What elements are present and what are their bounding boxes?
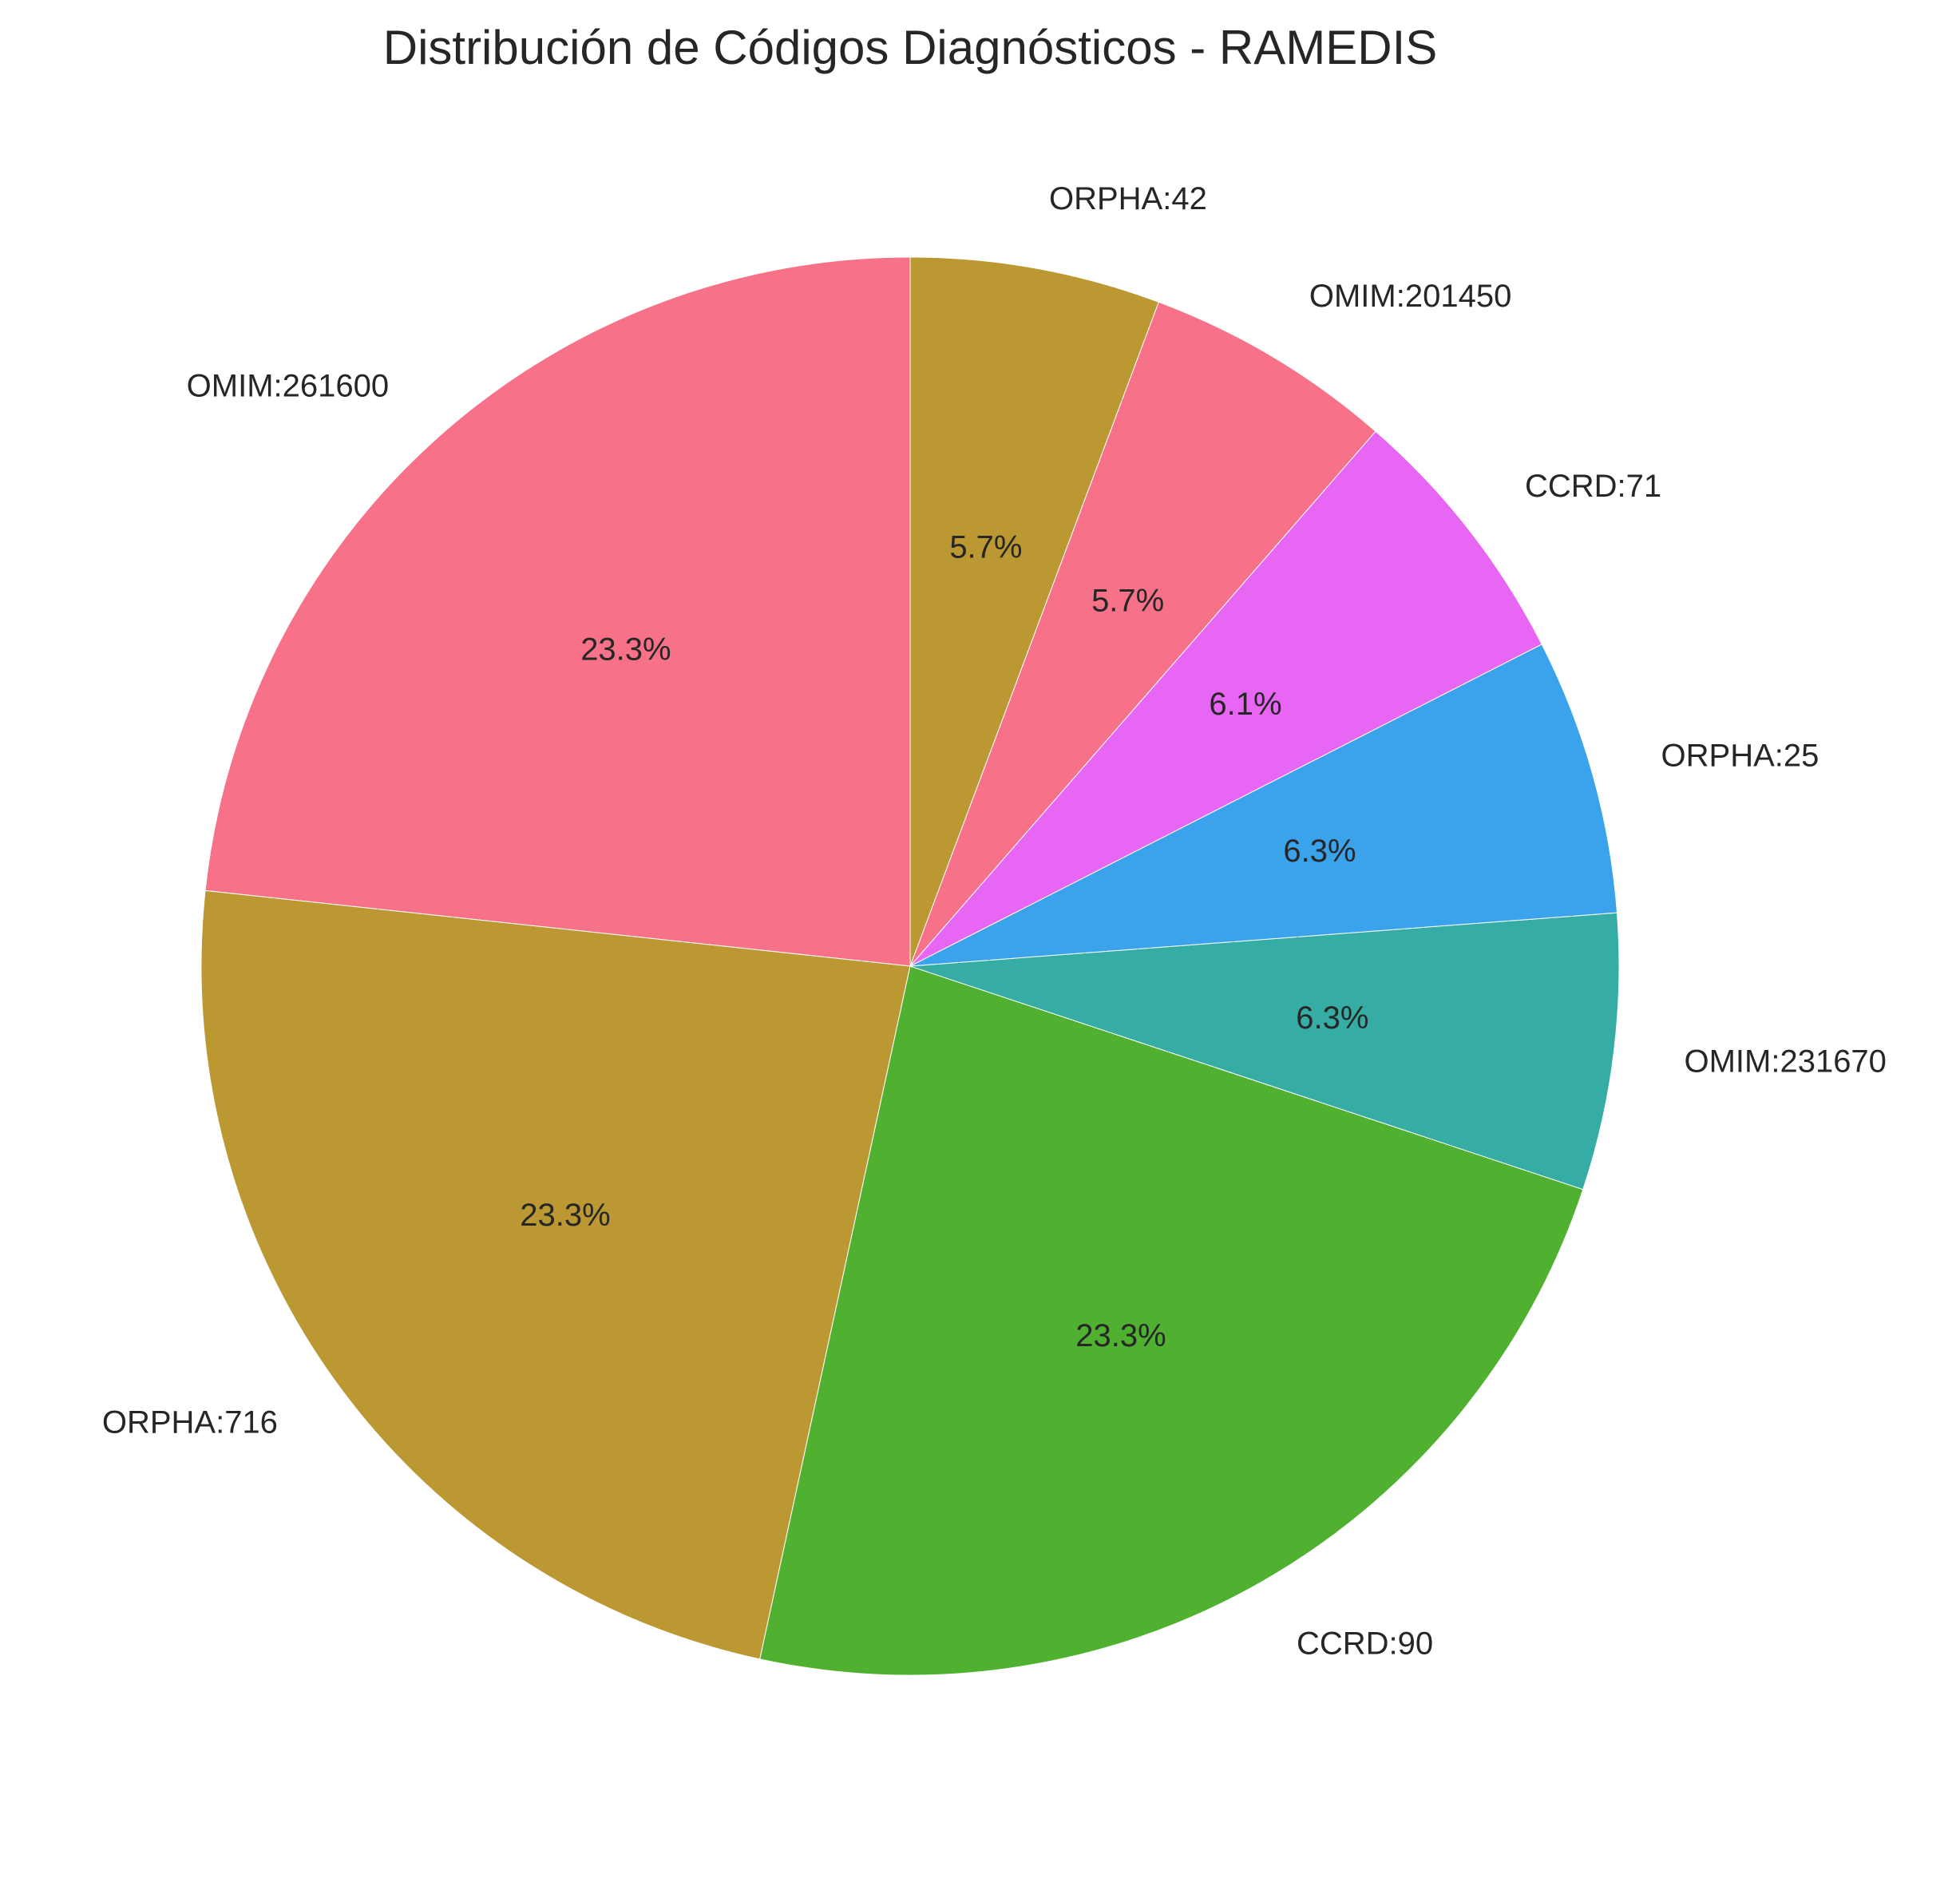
pie-slice-orpha-42 [909, 256, 1159, 967]
pie-slice-omim-201450 [909, 301, 1376, 967]
pie-slice-ccrd-71 [909, 430, 1542, 967]
pie-label-omim-201450: OMIM:201450 [1309, 279, 1511, 314]
pie-label-orpha-25: ORPHA:25 [1661, 738, 1819, 773]
pie-slices [200, 256, 1620, 1676]
pie-label-omim-261600: OMIM:261600 [187, 368, 389, 403]
pie-label-orpha-716: ORPHA:716 [102, 1405, 278, 1440]
pie-category-labels: OMIM:261600 ORPHA:716 CCRD:90 OMIM:231670 OR… [102, 181, 1887, 1662]
pie-pct-label-omim-201450: 5.7% [1091, 583, 1164, 618]
pie-pct-label-orpha-716: 23.3% [520, 1198, 610, 1233]
pie-slice-omim-261600 [204, 256, 911, 967]
pie-label-ccrd-71: CCRD:71 [1525, 469, 1661, 504]
chart-title: Distribución de Códigos Diagnósticos - R… [383, 21, 1438, 74]
pie-percentage-labels: 23.3% 23.3% 23.3% 6.3% 6.3% 6.1% 5.7% 5.7% [520, 530, 1368, 1353]
pie-slice-orpha-25 [909, 644, 1618, 967]
pie-pct-label-ccrd-71: 6.1% [1209, 687, 1281, 722]
pie-pct-label-orpha-25: 6.3% [1283, 834, 1356, 869]
pie-label-ccrd-90: CCRD:90 [1297, 1626, 1433, 1661]
pie-slice-ccrd-90 [759, 965, 1584, 1676]
pie-pct-label-orpha-42: 5.7% [949, 530, 1022, 565]
pie-slice-orpha-716 [200, 889, 911, 1660]
pie-pct-label-omim-261600: 23.3% [580, 632, 671, 668]
pie-slice-omim-231670 [909, 912, 1620, 1191]
pie-pct-label-omim-231670: 6.3% [1296, 1000, 1368, 1036]
pie-pct-label-ccrd-90: 23.3% [1075, 1318, 1166, 1353]
pie-label-orpha-42: ORPHA:42 [1049, 181, 1207, 216]
pie-label-omim-231670: OMIM:231670 [1684, 1044, 1886, 1079]
